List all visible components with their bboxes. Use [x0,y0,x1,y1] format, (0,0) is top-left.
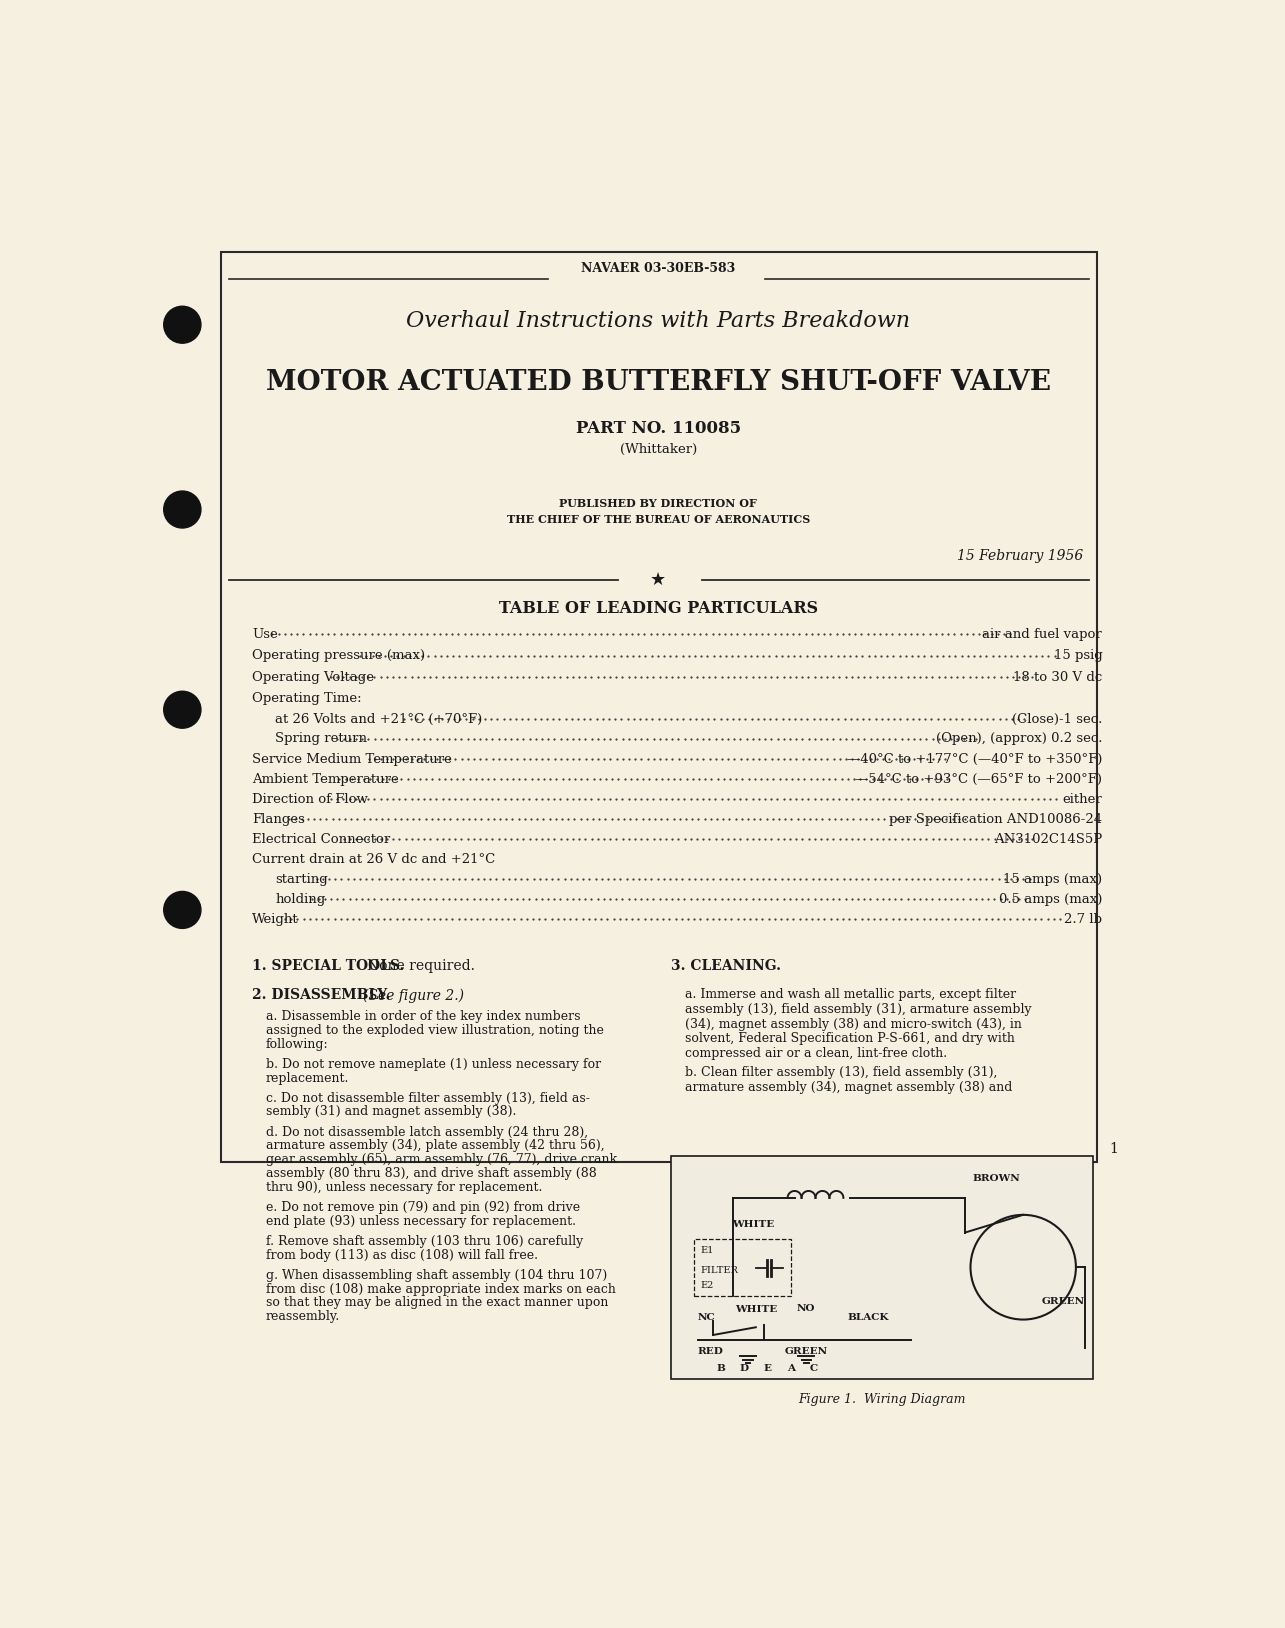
Text: E: E [763,1364,771,1372]
Text: 0.5 amps (max): 0.5 amps (max) [998,892,1103,905]
Text: WHITE: WHITE [735,1306,777,1314]
Text: from body (113) as disc (108) will fall free.: from body (113) as disc (108) will fall … [266,1249,538,1262]
Text: d. Do not disassemble latch assembly (24 thru 28),: d. Do not disassemble latch assembly (24… [266,1125,589,1138]
Text: solvent, Federal Specification P-S-661, and dry with: solvent, Federal Specification P-S-661, … [685,1032,1014,1045]
Text: D: D [740,1364,749,1372]
Text: THE CHIEF OF THE BUREAU OF AERONAUTICS: THE CHIEF OF THE BUREAU OF AERONAUTICS [506,514,810,524]
Text: (Whittaker): (Whittaker) [619,443,696,456]
Text: b. Do not remove nameplate (1) unless necessary for: b. Do not remove nameplate (1) unless ne… [266,1058,601,1071]
Circle shape [163,692,200,728]
Text: e. Do not remove pin (79) and pin (92) from drive: e. Do not remove pin (79) and pin (92) f… [266,1201,580,1214]
Text: assembly (13), field assembly (31), armature assembly: assembly (13), field assembly (31), arma… [685,1003,1031,1016]
Text: A: A [786,1364,794,1372]
Text: (34), magnet assembly (38) and micro-switch (43), in: (34), magnet assembly (38) and micro-swi… [685,1018,1022,1031]
Circle shape [163,492,200,527]
Text: 15 amps (max): 15 amps (max) [1004,873,1103,886]
Text: so that they may be aligned in the exact manner upon: so that they may be aligned in the exact… [266,1296,608,1309]
Text: GREEN: GREEN [785,1348,828,1356]
Text: (Open), (approx) 0.2 sec.: (Open), (approx) 0.2 sec. [935,733,1103,746]
Text: WHITE: WHITE [732,1221,775,1229]
Text: NO: NO [797,1304,816,1312]
Text: Flanges: Flanges [252,812,305,825]
Text: Service Medium Temperature: Service Medium Temperature [252,752,452,765]
Text: NC: NC [698,1312,716,1322]
Text: —40°C to +177°C (—40°F to +350°F): —40°C to +177°C (—40°F to +350°F) [847,752,1103,765]
Text: Current drain at 26 V dc and +21°C: Current drain at 26 V dc and +21°C [252,853,495,866]
Text: per Specification AND10086-24: per Specification AND10086-24 [889,812,1103,825]
Bar [694,1239,790,1296]
Text: 1. SPECIAL TOOLS.: 1. SPECIAL TOOLS. [252,959,405,974]
Text: 2. DISASSEMBLY.: 2. DISASSEMBLY. [252,988,391,1003]
Text: Overhaul Instructions with Parts Breakdown: Overhaul Instructions with Parts Breakdo… [406,309,910,332]
Bar [671,1156,1094,1379]
Text: AN3102C14S5P: AN3102C14S5P [995,832,1103,845]
Text: from disc (108) make appropriate index marks on each: from disc (108) make appropriate index m… [266,1283,616,1296]
Text: —54°C to +93°C (—65°F to +200°F): —54°C to +93°C (—65°F to +200°F) [856,773,1103,786]
Text: armature assembly (34), magnet assembly (38) and: armature assembly (34), magnet assembly … [685,1081,1011,1094]
Text: Operating pressure (max): Operating pressure (max) [252,650,425,663]
Text: BROWN: BROWN [973,1174,1020,1184]
Text: Use: Use [252,628,278,641]
Text: BLACK: BLACK [847,1312,889,1322]
Text: (Close)-1 sec.: (Close)-1 sec. [1011,713,1103,726]
Text: 1: 1 [1109,1141,1118,1156]
Text: either: either [1063,793,1103,806]
Text: 3. CLEANING.: 3. CLEANING. [671,959,780,974]
Text: gear assembly (65), arm assembly (76, 77), drive crank: gear assembly (65), arm assembly (76, 77… [266,1153,617,1166]
Text: a. Disassemble in order of the key index numbers: a. Disassemble in order of the key index… [266,1009,581,1022]
Text: ★: ★ [650,571,666,589]
Text: at 26 Volts and +21°C (+70°F): at 26 Volts and +21°C (+70°F) [275,713,483,726]
Text: 18 to 30 V dc: 18 to 30 V dc [1013,671,1103,684]
Text: None required.: None required. [366,959,474,974]
Text: Spring return: Spring return [275,733,368,746]
Text: assigned to the exploded view illustration, noting the: assigned to the exploded view illustrati… [266,1024,604,1037]
Text: NAVAER 03-30EB-583: NAVAER 03-30EB-583 [581,262,735,275]
Text: reassembly.: reassembly. [266,1311,341,1324]
Text: Figure 1.  Wiring Diagram: Figure 1. Wiring Diagram [798,1392,965,1405]
Text: TABLE OF LEADING PARTICULARS: TABLE OF LEADING PARTICULARS [499,599,817,617]
Text: Ambient Temperature: Ambient Temperature [252,773,398,786]
Text: Operating Time:: Operating Time: [252,692,361,705]
Circle shape [163,892,200,928]
Text: a. Immerse and wash all metallic parts, except filter: a. Immerse and wash all metallic parts, … [685,988,1015,1001]
Text: f. Remove shaft assembly (103 thru 106) carefully: f. Remove shaft assembly (103 thru 106) … [266,1236,583,1247]
Text: Direction of Flow: Direction of Flow [252,793,368,806]
Text: sembly (31) and magnet assembly (38).: sembly (31) and magnet assembly (38). [266,1105,517,1118]
Circle shape [163,306,200,344]
Text: PUBLISHED BY DIRECTION OF: PUBLISHED BY DIRECTION OF [559,498,757,510]
Text: E1: E1 [700,1247,713,1255]
Text: starting: starting [275,873,328,886]
Text: assembly (80 thru 83), and drive shaft assembly (88: assembly (80 thru 83), and drive shaft a… [266,1167,596,1180]
Text: c. Do not disassemble filter assembly (13), field as-: c. Do not disassemble filter assembly (1… [266,1092,590,1105]
Text: 15 February 1956: 15 February 1956 [956,549,1083,563]
Text: Weight: Weight [252,913,298,926]
Text: armature assembly (34), plate assembly (42 thru 56),: armature assembly (34), plate assembly (… [266,1140,605,1153]
Bar [221,252,1097,1162]
Text: compressed air or a clean, lint-free cloth.: compressed air or a clean, lint-free clo… [685,1047,947,1060]
Text: 2.7 lb: 2.7 lb [1064,913,1103,926]
Text: Electrical Connector: Electrical Connector [252,832,391,845]
Text: holding: holding [275,892,325,905]
Text: GREEN: GREEN [1042,1298,1086,1306]
Text: (See figure 2.): (See figure 2.) [362,988,464,1003]
Text: air and fuel vapor: air and fuel vapor [983,628,1103,641]
Text: RED: RED [698,1348,723,1356]
Text: replacement.: replacement. [266,1071,350,1084]
Text: E2: E2 [700,1281,713,1289]
Text: C: C [810,1364,819,1372]
Text: following:: following: [266,1037,329,1050]
Text: end plate (93) unless necessary for replacement.: end plate (93) unless necessary for repl… [266,1214,576,1228]
Text: thru 90), unless necessary for replacement.: thru 90), unless necessary for replaceme… [266,1180,542,1193]
Text: b. Clean filter assembly (13), field assembly (31),: b. Clean filter assembly (13), field ass… [685,1066,997,1079]
Text: PART NO. 110085: PART NO. 110085 [576,420,740,438]
Text: Operating Voltage: Operating Voltage [252,671,374,684]
Text: g. When disassembling shaft assembly (104 thru 107): g. When disassembling shaft assembly (10… [266,1268,608,1281]
Text: 15 psig: 15 psig [1054,650,1103,663]
Text: FILTER: FILTER [700,1265,738,1275]
Text: MOTOR ACTUATED BUTTERFLY SHUT-OFF VALVE: MOTOR ACTUATED BUTTERFLY SHUT-OFF VALVE [266,370,1051,396]
Text: B: B [717,1364,726,1372]
